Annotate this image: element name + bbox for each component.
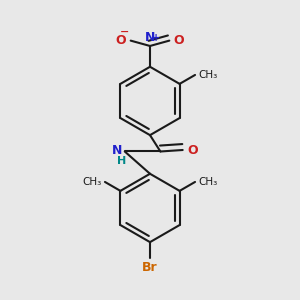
Text: O: O <box>174 34 184 47</box>
Text: N: N <box>145 32 155 44</box>
Text: Br: Br <box>142 262 158 275</box>
Text: N: N <box>111 143 122 157</box>
Text: CH₃: CH₃ <box>83 177 102 187</box>
Text: O: O <box>116 34 126 47</box>
Text: CH₃: CH₃ <box>198 70 217 80</box>
Text: CH₃: CH₃ <box>198 177 217 187</box>
Text: O: O <box>187 143 198 157</box>
Text: +: + <box>152 33 160 43</box>
Text: H: H <box>117 156 126 166</box>
Text: −: − <box>119 27 129 37</box>
